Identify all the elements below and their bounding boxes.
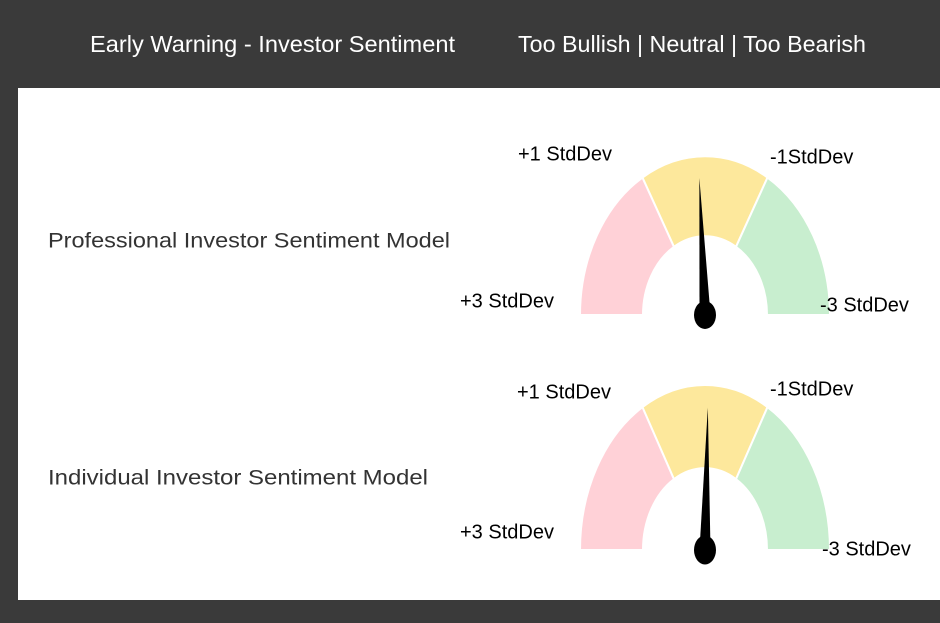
needle-body [699, 407, 711, 551]
tick-label: -3 StdDev [820, 294, 909, 316]
tick-label: +3 StdDev [460, 521, 554, 543]
gauge-segment [736, 407, 830, 550]
needle-body [699, 178, 711, 316]
gauge [580, 156, 830, 329]
header-title: Early Warning - Investor Sentiment [90, 31, 456, 57]
needle-hub [694, 301, 716, 329]
needle-hub [694, 535, 716, 565]
tick-label: -1StdDev [770, 146, 853, 168]
row-label: Individual Investor Sentiment Model [48, 467, 428, 490]
needle [694, 178, 716, 329]
gauge-segment [736, 178, 830, 315]
gauge [580, 385, 830, 565]
header-legend: Too Bullish | Neutral | Too Bearish [518, 31, 866, 57]
gauge-segment [580, 407, 674, 550]
tick-label: +1 StdDev [517, 381, 611, 403]
needle [694, 407, 716, 565]
tick-label: +1 StdDev [518, 143, 612, 165]
gauge-segment [643, 385, 768, 479]
tick-label: -1StdDev [770, 378, 853, 400]
tick-label: +3 StdDev [460, 290, 554, 312]
row-label: Professional Investor Sentiment Model [48, 230, 450, 253]
tick-label: -3 StdDev [822, 538, 911, 560]
